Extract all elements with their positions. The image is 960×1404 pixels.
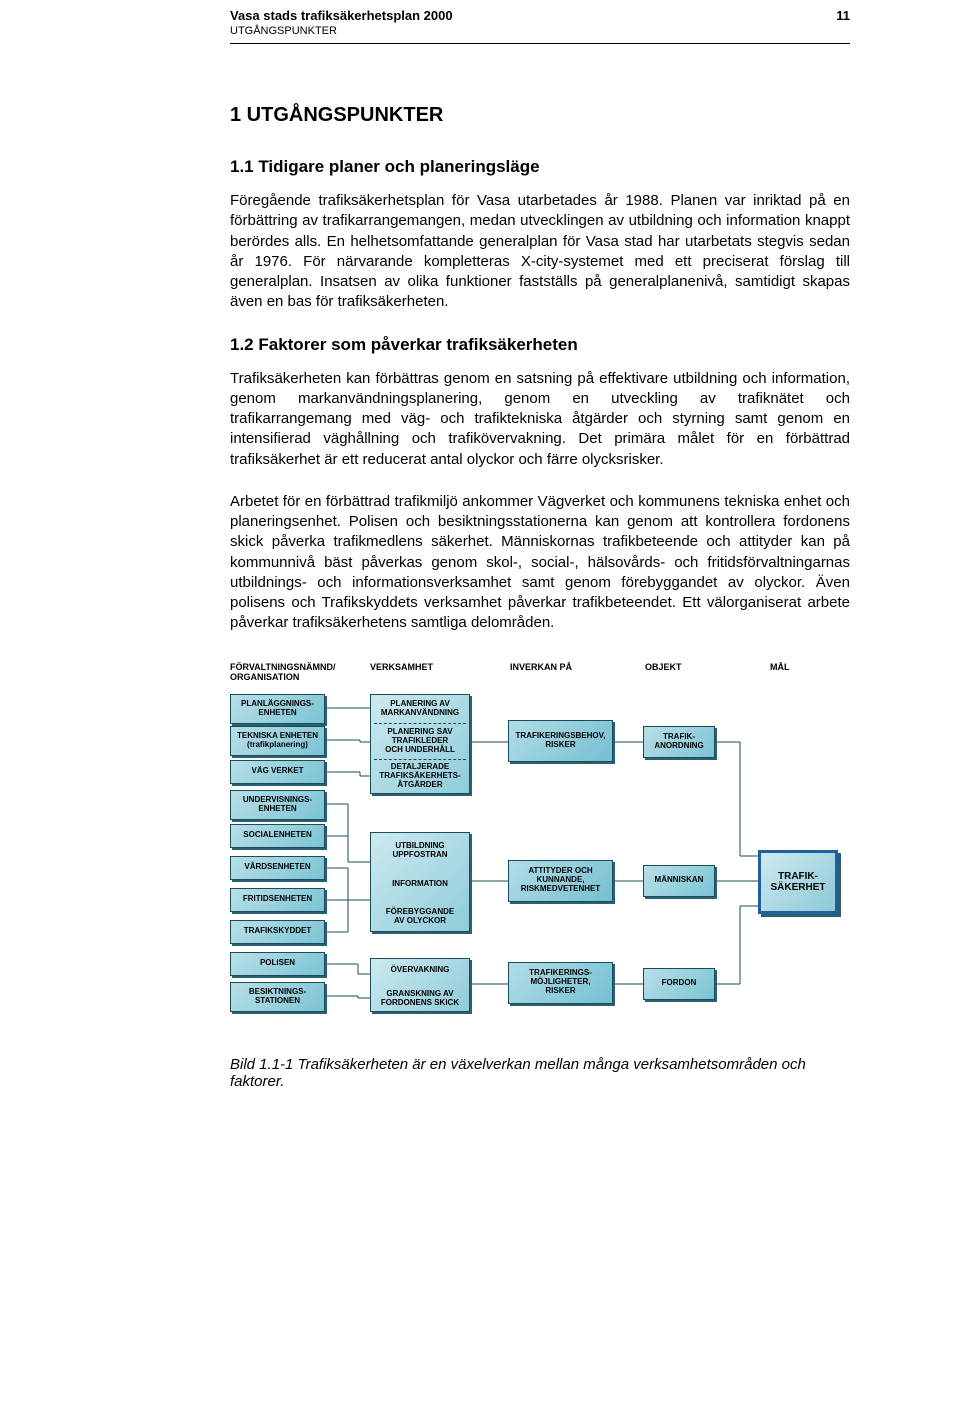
activity-group-2: UTBILDNING UPPFOSTRAN INFORMATION FÖREBY… bbox=[370, 832, 470, 932]
section-1-1-para: Föregående trafiksäkerhetsplan för Vasa … bbox=[230, 191, 850, 313]
activity-group-3: ÖVERVAKNING GRANSKNING AV FORDONENS SKIC… bbox=[370, 958, 470, 1012]
section-1-1-title: 1.1 Tidigare planer och planeringsläge bbox=[230, 157, 850, 177]
act2-b: INFORMATION bbox=[371, 877, 469, 893]
impact-trafik: TRAFIKERINGSBEHOV, RISKER bbox=[508, 720, 613, 762]
act1-c: DETALJERADE TRAFIKSÄKERHETS- ÅTGÄRDER bbox=[371, 761, 469, 793]
act2-c: FÖREBYGGANDE AV OLYCKOR bbox=[371, 905, 469, 929]
col-head-object: OBJEKT bbox=[645, 662, 682, 672]
header-rule bbox=[230, 43, 850, 44]
org-planlaggning: PLANLÄGGNINGS- ENHETEN bbox=[230, 694, 325, 724]
section-1-2-para1: Trafiksäkerheten kan förbättras genom en… bbox=[230, 369, 850, 470]
org-vagverket: VÄG VERKET bbox=[230, 760, 325, 784]
col-head-goal: MÅL bbox=[770, 662, 790, 672]
chapter-title: 1 UTGÅNGSPUNKTER bbox=[230, 104, 850, 127]
act1-b: PLANERING SAV TRAFIKLEDER OCH UNDERHÅLL bbox=[371, 725, 469, 759]
page-number: 11 bbox=[836, 8, 850, 23]
org-tekniska: TEKNISKA ENHETEN (trafikplanering) bbox=[230, 726, 325, 756]
goal-trafiksakerhet: TRAFIK- SÄKERHET bbox=[758, 850, 838, 914]
org-undervisning: UNDERVISNINGS- ENHETEN bbox=[230, 790, 325, 820]
obj-anordning: TRAFIK- ANORDNING bbox=[643, 726, 715, 758]
act2-a: UTBILDNING UPPFOSTRAN bbox=[371, 837, 469, 865]
doc-subtitle: UTGÅNGSPUNKTER bbox=[230, 25, 850, 37]
section-1-2-title: 1.2 Faktorer som påverkar trafiksäkerhet… bbox=[230, 335, 850, 355]
flow-diagram: FÖRVALTNINGSNÄMND/ ORGANISATION VERKSAMH… bbox=[230, 656, 850, 1036]
impact-attityder: ATTITYDER OCH KUNNANDE, RISKMEDVETENHET bbox=[508, 860, 613, 902]
diagram-caption: Bild 1.1-1 Trafiksäkerheten är en växelv… bbox=[230, 1056, 850, 1090]
section-1-2-para2: Arbetet för en förbättrad trafikmiljö an… bbox=[230, 492, 850, 634]
org-besiktning: BESIKTNINGS- STATIONEN bbox=[230, 982, 325, 1012]
org-social: SOCIALENHETEN bbox=[230, 824, 325, 848]
obj-fordon: FORDON bbox=[643, 968, 715, 1000]
org-fritid: FRITIDSENHETEN bbox=[230, 888, 325, 912]
org-trafikskydd: TRAFIKSKYDDET bbox=[230, 920, 325, 944]
obj-manniskan: MÄNNISKAN bbox=[643, 865, 715, 897]
col-head-impact: INVERKAN PÅ bbox=[510, 662, 572, 672]
doc-title: Vasa stads trafiksäkerhetsplan 2000 bbox=[230, 8, 453, 23]
impact-mojligheter: TRAFIKERINGS- MÖJLIGHETER, RISKER bbox=[508, 962, 613, 1004]
act1-a: PLANERING AV MARKANVÄNDNING bbox=[371, 697, 469, 721]
act3-a: ÖVERVAKNING bbox=[371, 963, 469, 979]
act3-b: GRANSKNING AV FORDONENS SKICK bbox=[371, 987, 469, 1011]
org-polisen: POLISEN bbox=[230, 952, 325, 976]
col-head-activity: VERKSAMHET bbox=[370, 662, 433, 672]
col-head-org: FÖRVALTNINGSNÄMND/ ORGANISATION bbox=[230, 662, 340, 682]
org-vard: VÅRDSENHETEN bbox=[230, 856, 325, 880]
activity-group-1: PLANERING AV MARKANVÄNDNING PLANERING SA… bbox=[370, 694, 470, 794]
